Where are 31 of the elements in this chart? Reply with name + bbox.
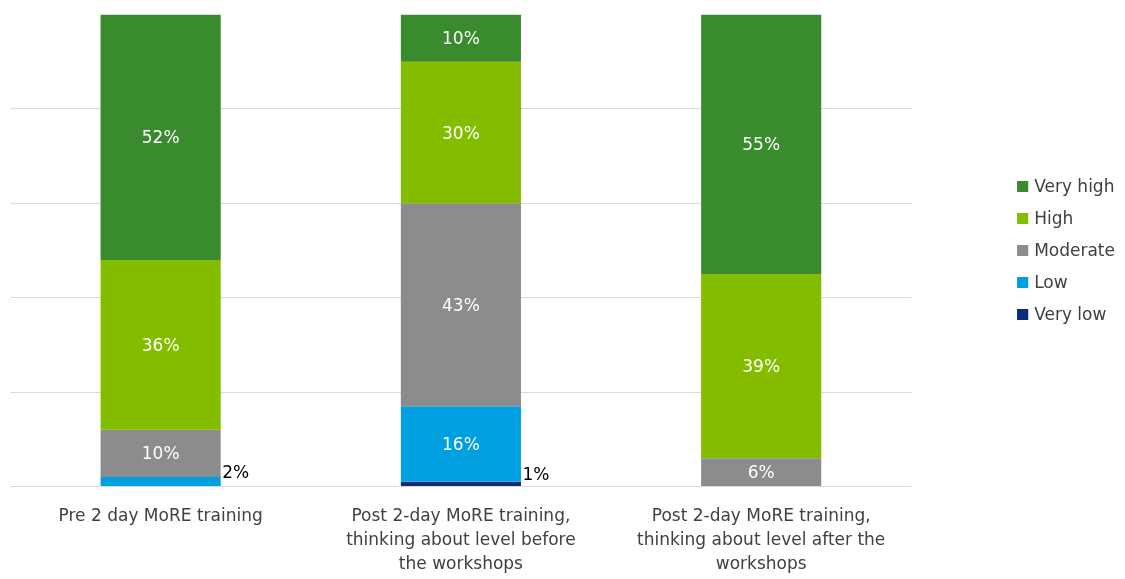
- data-label: 10%: [141, 443, 180, 464]
- x-tick-label: Post 2-day MoRE training, thinking about level after the workshops: [637, 504, 886, 573]
- x-tick-label: Pre 2 day MoRE training: [58, 504, 263, 525]
- bar: [100, 259, 221, 430]
- legend-label: High: [1034, 208, 1074, 228]
- bar: [100, 477, 221, 487]
- bar: [400, 61, 521, 204]
- data-label: 6%: [747, 462, 775, 483]
- bar: [100, 14, 221, 260]
- data-label: 36%: [141, 334, 180, 355]
- data-label: 2%: [222, 461, 250, 482]
- data-label: 16%: [442, 434, 480, 455]
- data-label: 30%: [442, 122, 480, 143]
- bar: [701, 14, 822, 275]
- legend-label: Very high: [1034, 176, 1115, 196]
- data-label: 43%: [442, 294, 480, 315]
- x-tick-label: Post 2-day MoRE training, thinking about level before the workshops: [346, 504, 576, 573]
- data-label: 39%: [742, 356, 781, 377]
- legend-label: Very low: [1034, 304, 1107, 324]
- bar: [400, 14, 521, 62]
- data-label: 10%: [442, 28, 480, 49]
- legend-label: Moderate: [1034, 240, 1115, 260]
- bar: [400, 203, 521, 407]
- legend-label: Low: [1034, 272, 1068, 292]
- bar: [701, 458, 822, 487]
- bar: [400, 406, 521, 482]
- data-label: 55%: [742, 134, 781, 155]
- bar: [100, 429, 221, 478]
- bar: [701, 274, 822, 459]
- data-label: 52%: [141, 127, 180, 148]
- data-label: 1%: [522, 464, 550, 485]
